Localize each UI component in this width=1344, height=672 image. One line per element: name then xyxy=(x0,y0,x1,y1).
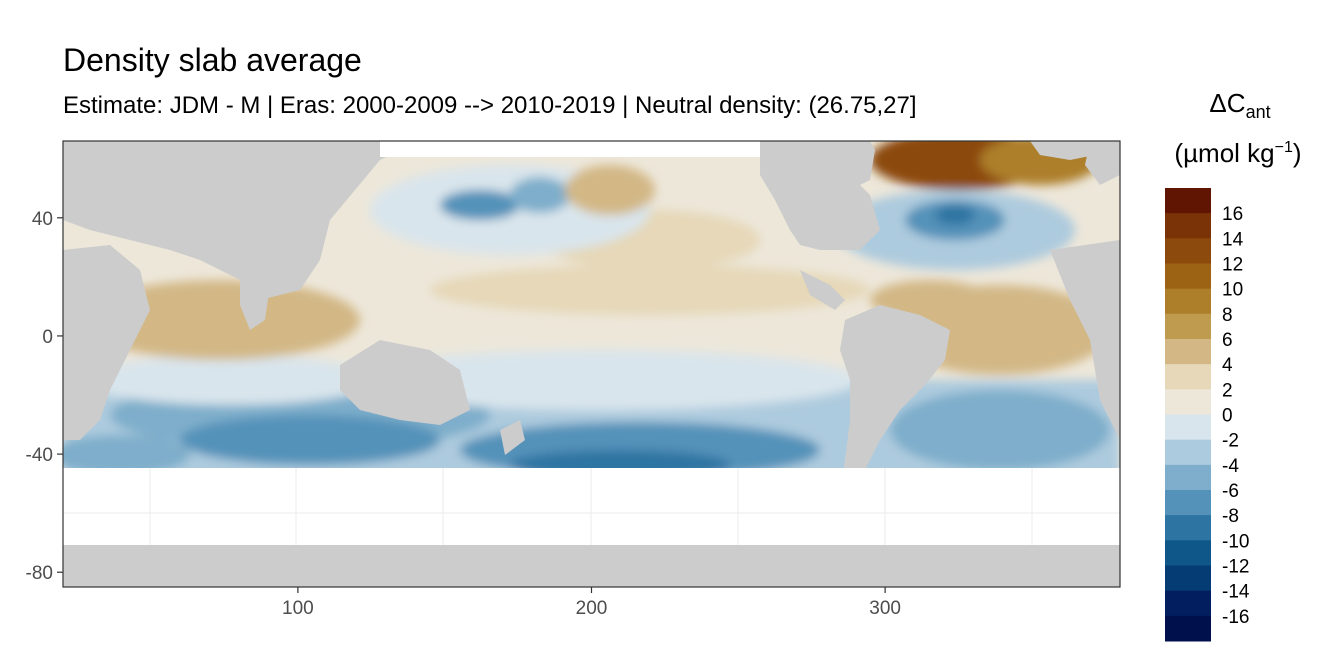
legend-label: 10 xyxy=(1222,280,1243,301)
legend-color-step xyxy=(1165,188,1211,214)
map-panel xyxy=(63,141,1120,587)
legend-color-step xyxy=(1165,615,1211,642)
legend-color-step xyxy=(1165,515,1211,541)
y-axis: 40 0 -40 -80 xyxy=(26,209,63,584)
legend-color-step xyxy=(1165,490,1211,516)
x-axis: 100 200 300 xyxy=(282,587,901,619)
x-tick-label: 100 xyxy=(282,598,314,619)
legend: ΔCant (µmol kg−1) 16 14 12 10 8 6 4 2 0 -2 -4 -6 -8 -… xyxy=(1165,88,1302,642)
y-tick-label: 40 xyxy=(32,209,53,230)
value-field xyxy=(63,141,1120,480)
legend-color-step xyxy=(1165,590,1211,617)
legend-labels: 16 14 12 10 8 6 4 2 0 -2 -4 -6 -8 -10 -12 -14 -16 xyxy=(1222,204,1250,628)
legend-label: 6 xyxy=(1222,330,1233,351)
x-tick-label: 200 xyxy=(576,598,608,619)
legend-title: ΔCant xyxy=(1209,88,1270,122)
legend-color-step xyxy=(1165,565,1211,592)
legend-color-step xyxy=(1165,464,1211,491)
legend-label: -16 xyxy=(1222,607,1249,628)
legend-label: 14 xyxy=(1222,229,1244,250)
legend-label: -14 xyxy=(1222,582,1250,603)
legend-color-step xyxy=(1165,263,1211,290)
legend-color-step xyxy=(1165,238,1211,264)
legend-label: -8 xyxy=(1222,506,1239,527)
grid-lines xyxy=(63,468,1120,545)
legend-label: -12 xyxy=(1222,557,1249,578)
legend-color-step xyxy=(1165,313,1211,340)
legend-label: 16 xyxy=(1222,204,1243,225)
legend-color-step xyxy=(1165,288,1211,315)
legend-color-step xyxy=(1165,414,1211,441)
legend-label: 4 xyxy=(1222,355,1233,376)
legend-color-step xyxy=(1165,364,1211,390)
y-tick-label: -40 xyxy=(26,445,53,466)
y-tick-label: -80 xyxy=(26,563,53,584)
x-tick-label: 300 xyxy=(869,598,901,619)
y-tick-label: 0 xyxy=(42,327,53,348)
chart-subtitle: Estimate: JDM - M | Eras: 2000-2009 --> … xyxy=(63,92,917,119)
chart-title: Density slab average xyxy=(63,42,362,78)
legend-color-step xyxy=(1165,540,1211,566)
legend-label: -2 xyxy=(1222,431,1239,452)
legend-color-step xyxy=(1165,439,1211,466)
legend-colorbar xyxy=(1165,188,1211,642)
legend-unit: (µmol kg−1) xyxy=(1174,138,1301,168)
legend-color-step xyxy=(1165,213,1211,239)
legend-label: 12 xyxy=(1222,255,1243,276)
legend-label: -10 xyxy=(1222,531,1249,552)
legend-label: -4 xyxy=(1222,456,1239,477)
legend-label: -6 xyxy=(1222,481,1239,502)
legend-color-step xyxy=(1165,339,1211,365)
legend-label: 0 xyxy=(1222,406,1233,427)
legend-color-step xyxy=(1165,389,1211,415)
legend-label: 2 xyxy=(1222,380,1233,401)
legend-label: 8 xyxy=(1222,305,1233,326)
